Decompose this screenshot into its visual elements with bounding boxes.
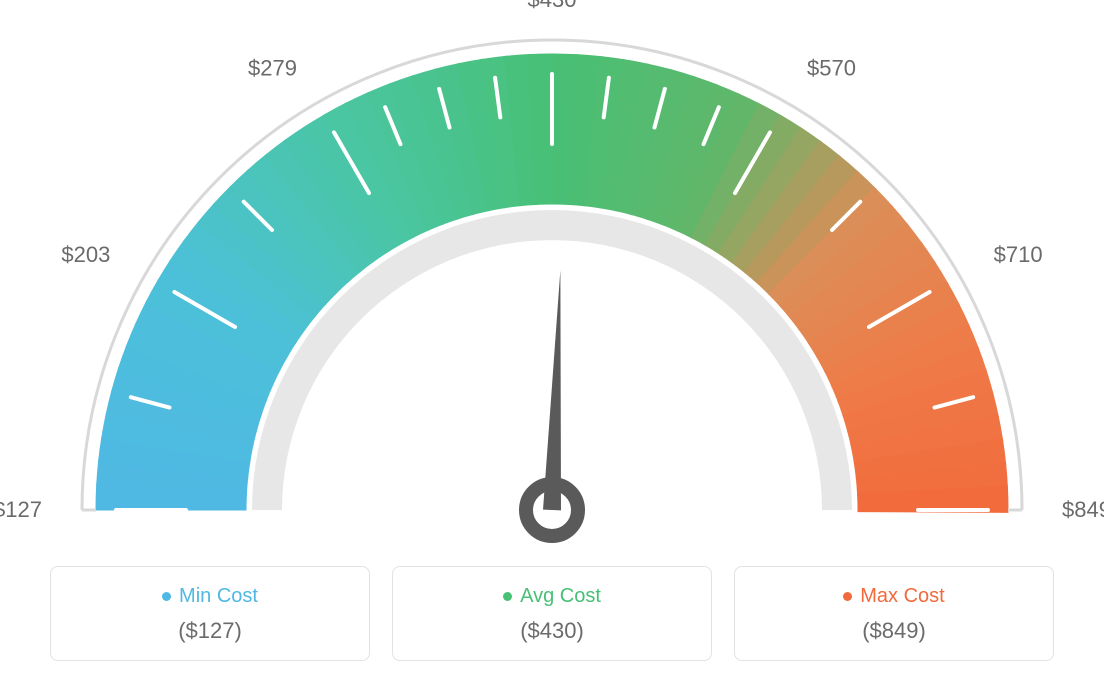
legend-card-avg: Avg Cost ($430) [392,566,712,661]
gauge-tick-label: $279 [248,55,297,80]
gauge-tick-label: $570 [807,55,856,80]
legend-label-max: Max Cost [860,585,944,608]
gauge-tick-label: $710 [994,242,1043,267]
legend-dot-avg [503,592,512,601]
legend-dot-min [162,592,171,601]
gauge-tick-label: $849 [1062,497,1104,522]
legend-value-avg: ($430) [520,618,584,644]
legend-value-max: ($849) [862,618,926,644]
gauge-tick-label: $203 [61,242,110,267]
legend-card-max: Max Cost ($849) [734,566,1054,661]
gauge-chart: $127 $203 $279 $430 $570 $710 $849 [0,0,1104,560]
legend-label-avg: Avg Cost [520,585,601,608]
legend-value-min: ($127) [178,618,242,644]
legend-dot-max [843,592,852,601]
legend-row: Min Cost ($127) Avg Cost ($430) Max Cost… [50,566,1054,661]
gauge-needle [543,270,561,510]
legend-card-min: Min Cost ($127) [50,566,370,661]
gauge-tick-label: $127 [0,497,42,522]
legend-label-min: Min Cost [179,585,258,608]
gauge-tick-label: $430 [528,0,577,12]
